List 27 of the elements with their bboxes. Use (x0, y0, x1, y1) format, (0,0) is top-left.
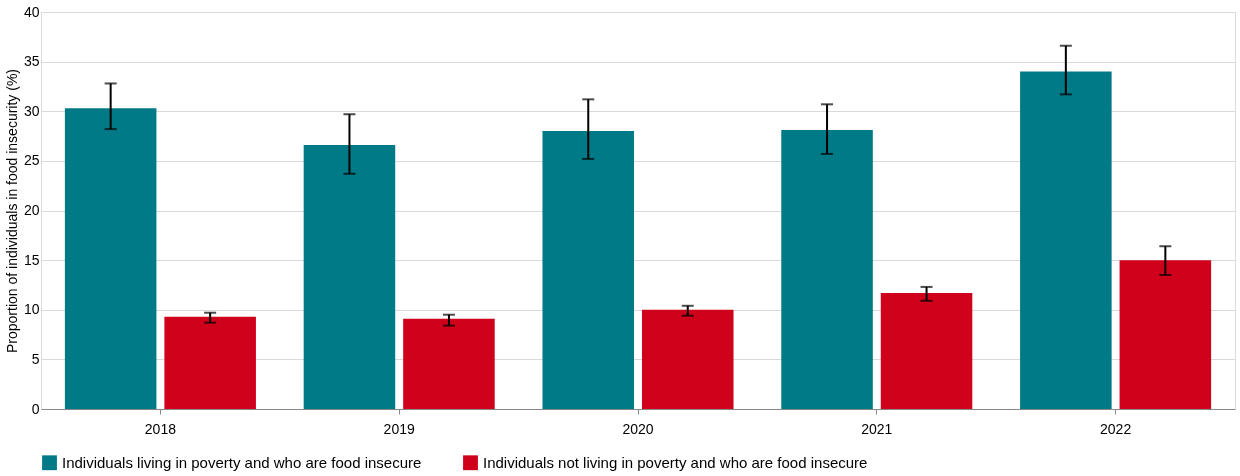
bar (1119, 260, 1212, 409)
y-tick-label: 35 (23, 53, 40, 70)
x-tick-label: 2018 (144, 420, 177, 437)
x-tick-label: 2019 (383, 420, 415, 437)
bar (542, 131, 635, 409)
bar (303, 144, 396, 409)
bar (781, 130, 873, 409)
y-tick-label: 40 (23, 3, 40, 20)
x-tick-label: 2021 (861, 420, 893, 437)
y-tick-label: 15 (23, 251, 40, 268)
legend-label: Individuals living in poverty and who are food insecure (62, 453, 422, 471)
y-tick-label: 30 (23, 102, 40, 119)
bar (403, 318, 495, 409)
y-tick-label: 10 (23, 301, 40, 318)
bar (64, 108, 157, 409)
y-tick-label: 25 (23, 152, 40, 169)
y-tick-label: 5 (31, 350, 40, 367)
y-tick-label: 20 (23, 202, 40, 218)
bar (641, 309, 734, 409)
x-tick-label: 2020 (622, 420, 654, 437)
legend-label: Individuals not living in poverty and who are food insecure (483, 453, 868, 471)
bar (164, 316, 256, 409)
x-tick-label: 2022 (1100, 420, 1132, 437)
y-axis-title: Proportion of individuals in food insecurity (%) (3, 68, 20, 354)
bar (1020, 71, 1112, 409)
bar (880, 292, 973, 409)
y-tick-label: 0 (31, 400, 40, 417)
